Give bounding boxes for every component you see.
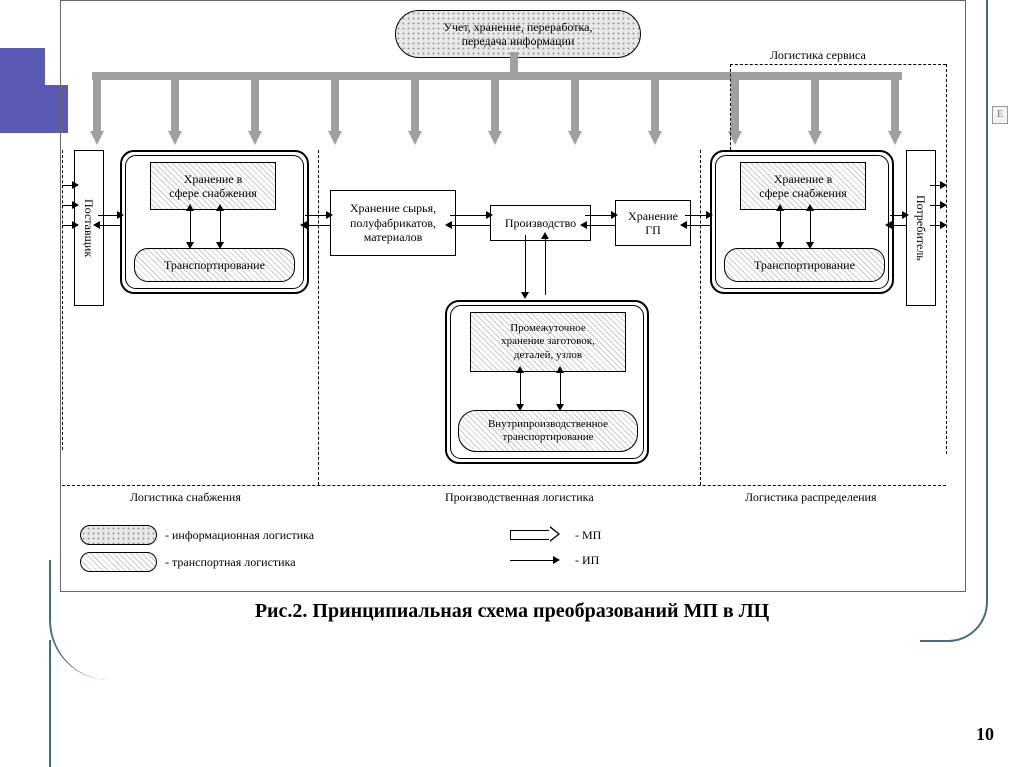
consumer-box: Потребитель	[906, 150, 936, 306]
legend-trans-swatch	[80, 552, 157, 572]
legend-mp-label: - МП	[575, 528, 601, 543]
legend-info-swatch	[80, 525, 157, 545]
info-line2: передача информации	[462, 34, 575, 48]
label-supply: Логистика снабжения	[130, 490, 241, 505]
dash-sep-1	[318, 150, 319, 485]
legend-info-label: - информационная логистика	[165, 528, 314, 543]
dash-sep-2	[700, 150, 701, 485]
intraprod-transport: Внутрипроизводственное транспортирование	[458, 410, 638, 452]
label-distribution: Логистика распределения	[745, 490, 877, 505]
legend-ip-line	[510, 560, 555, 561]
label-production: Производственная логистика	[445, 490, 594, 505]
store-supply-2: Хранение в сфере снабжения	[740, 162, 866, 210]
consumer-label: Потребитель	[914, 195, 928, 261]
left-accent-line	[49, 640, 51, 767]
legend-ip-label: - ИП	[575, 553, 599, 568]
figure-caption: Рис.2. Принципиальная схема преобразован…	[0, 600, 1024, 623]
info-line1: Учет, хранение, переработка,	[443, 20, 592, 34]
store-supply-1: Хранение в сфере снабжения	[150, 162, 276, 210]
bus-riser	[510, 52, 518, 74]
info-block: Учет, хранение, переработка, передача ин…	[395, 10, 641, 58]
label-service: Логистика сервиса	[770, 48, 866, 63]
legend-trans-label: - транспортная логистика	[165, 555, 296, 570]
transport-2: Транспортирование	[724, 248, 885, 282]
accent-block-2	[8, 85, 68, 133]
right-accent-line	[986, 0, 988, 590]
interm-store: Промежуточное хранение заготовок, детале…	[470, 312, 626, 372]
raw-store: Хранение сырья, полуфабрикатов, материал…	[330, 190, 456, 256]
slide-badge-icon: E	[992, 106, 1008, 124]
page-number: 10	[976, 724, 994, 745]
transport-1: Транспортирование	[134, 248, 295, 282]
